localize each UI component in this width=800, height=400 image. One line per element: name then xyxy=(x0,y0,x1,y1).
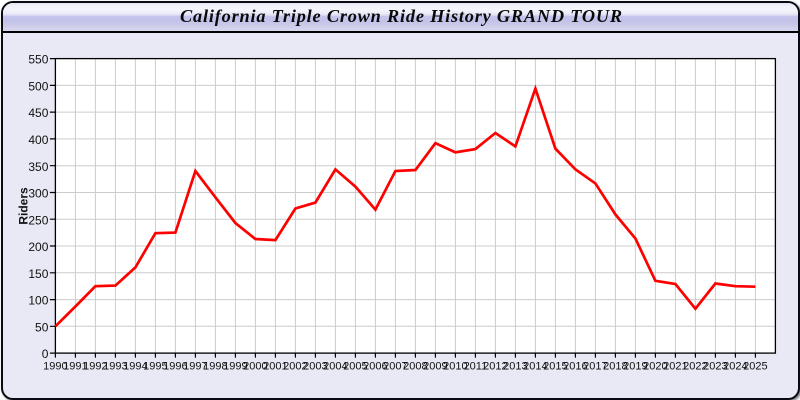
svg-text:2021: 2021 xyxy=(663,360,687,372)
svg-text:2007: 2007 xyxy=(383,360,407,372)
svg-text:2022: 2022 xyxy=(683,360,707,372)
svg-text:550: 550 xyxy=(28,53,48,67)
svg-text:2010: 2010 xyxy=(443,360,467,372)
svg-text:1991: 1991 xyxy=(63,360,87,372)
svg-text:1997: 1997 xyxy=(183,360,207,372)
svg-text:2018: 2018 xyxy=(603,360,627,372)
svg-text:2005: 2005 xyxy=(343,360,367,372)
svg-text:2008: 2008 xyxy=(403,360,427,372)
svg-text:1999: 1999 xyxy=(223,360,247,372)
svg-text:2025: 2025 xyxy=(743,360,767,372)
svg-text:2012: 2012 xyxy=(483,360,507,372)
svg-text:1996: 1996 xyxy=(163,360,187,372)
svg-text:1993: 1993 xyxy=(103,360,127,372)
svg-text:1994: 1994 xyxy=(123,360,147,372)
svg-text:2019: 2019 xyxy=(623,360,647,372)
svg-text:2015: 2015 xyxy=(543,360,567,372)
svg-text:200: 200 xyxy=(28,240,48,254)
svg-text:2006: 2006 xyxy=(363,360,387,372)
svg-text:2023: 2023 xyxy=(703,360,727,372)
svg-text:1992: 1992 xyxy=(83,360,107,372)
svg-text:2017: 2017 xyxy=(583,360,607,372)
svg-text:2009: 2009 xyxy=(423,360,447,372)
svg-text:2014: 2014 xyxy=(523,360,547,372)
svg-text:2016: 2016 xyxy=(563,360,587,372)
svg-text:1990: 1990 xyxy=(43,360,67,372)
svg-text:2001: 2001 xyxy=(263,360,287,372)
svg-text:2020: 2020 xyxy=(643,360,667,372)
svg-text:1998: 1998 xyxy=(203,360,227,372)
svg-text:1995: 1995 xyxy=(143,360,167,372)
svg-text:150: 150 xyxy=(28,267,48,281)
svg-text:0: 0 xyxy=(42,347,49,361)
svg-text:2003: 2003 xyxy=(303,360,327,372)
svg-text:Riders: Riders xyxy=(17,187,31,225)
svg-text:100: 100 xyxy=(28,294,48,308)
svg-text:300: 300 xyxy=(28,187,48,201)
svg-text:2013: 2013 xyxy=(503,360,527,372)
svg-text:450: 450 xyxy=(28,106,48,120)
svg-text:400: 400 xyxy=(28,133,48,147)
svg-text:250: 250 xyxy=(28,213,48,227)
svg-text:2002: 2002 xyxy=(283,360,307,372)
svg-text:350: 350 xyxy=(28,160,48,174)
svg-text:2011: 2011 xyxy=(464,360,488,372)
svg-text:2000: 2000 xyxy=(243,360,267,372)
svg-text:2004: 2004 xyxy=(323,360,347,372)
svg-text:500: 500 xyxy=(28,80,48,94)
svg-text:50: 50 xyxy=(35,320,49,334)
svg-text:2024: 2024 xyxy=(723,360,747,372)
